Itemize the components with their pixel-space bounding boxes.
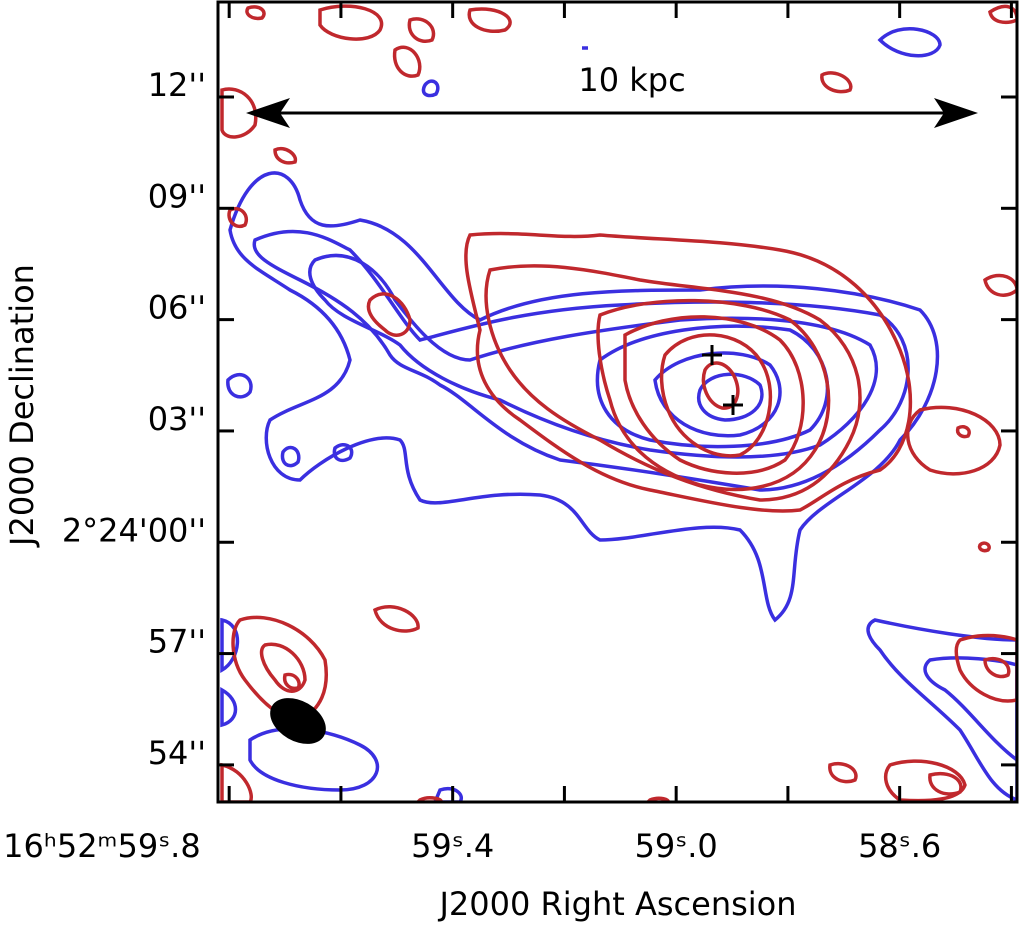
- x-tick-label: 59ˢ.0: [635, 827, 718, 865]
- scale-bar: [246, 98, 978, 128]
- crosses: [702, 345, 743, 415]
- y-tick-label: 54'': [148, 734, 206, 772]
- annotation: 10 kpc: [578, 61, 685, 99]
- y-tick-label: 57'': [148, 623, 206, 661]
- x-tick-label: 58ˢ.6: [858, 827, 941, 865]
- x-axis-label: J2000 Right Ascension: [437, 885, 796, 923]
- beam: [270, 698, 326, 744]
- y-tick-label: 03'': [148, 400, 206, 438]
- frame: [216, 0, 1019, 804]
- y-tick-label: 06'': [148, 289, 206, 327]
- y-tick-label: 12'': [148, 66, 206, 104]
- y-tick-label: 2°24'00'': [62, 511, 206, 549]
- y-axis-label: J2000 Declination: [3, 264, 41, 548]
- x-tick-label: 59ˢ.4: [411, 827, 494, 865]
- x-tick-label: 16ʰ52ᵐ59ˢ.8: [3, 827, 201, 865]
- blue-contours: [220, 27, 1017, 802]
- contours: [220, 4, 1017, 802]
- red-contours: [220, 4, 1017, 802]
- y-tick-label: 09'': [148, 177, 206, 215]
